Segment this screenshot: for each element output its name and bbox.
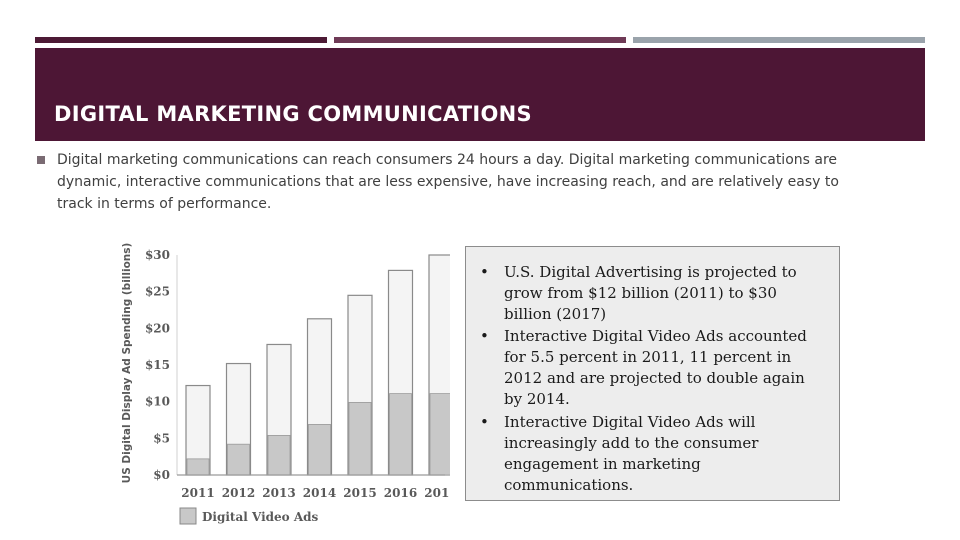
- video-ads-bar-2017: [429, 393, 450, 476]
- bullet-dot-icon: •: [480, 263, 489, 281]
- info-item-text: U.S. Digital Advertising is projected to…: [504, 263, 797, 323]
- ad-spending-bar-chart: $0 $5 $10 $15 $20 $25 $30 2011 2012 2013 2014 2015…: [121, 243, 450, 525]
- y-tick-label: $30: [145, 248, 170, 262]
- legend-label: Digital Video Ads: [202, 510, 319, 524]
- y-tick-label: $0: [153, 468, 170, 482]
- x-tick-label: 2011: [181, 486, 214, 500]
- slide-body-text: Digital marketing communications can rea…: [57, 152, 839, 212]
- x-tick-label: 2017: [424, 486, 450, 500]
- y-axis-title: US Digital Display Ad Spending (billions…: [121, 243, 133, 484]
- info-box: • U.S. Digital Advertising is projected …: [465, 246, 840, 501]
- video-ads-bar-2012: [227, 443, 250, 476]
- bullet-square-icon: [37, 156, 45, 164]
- accent-bar-3: [633, 37, 925, 43]
- bullet-dot-icon: •: [480, 327, 489, 345]
- x-tick-label: 2013: [262, 486, 295, 500]
- legend-swatch: [179, 507, 197, 525]
- info-item-2: • Interactive Digital Video Ads accounte…: [480, 326, 825, 410]
- info-item-3: • Interactive Digital Video Ads will inc…: [480, 412, 825, 496]
- video-ads-bar-2011: [186, 458, 210, 476]
- video-ads-bar-2016: [389, 393, 412, 476]
- y-tick-label: $15: [145, 358, 170, 372]
- info-item-1: • U.S. Digital Advertising is projected …: [480, 262, 825, 325]
- info-item-text: Interactive Digital Video Ads accounted …: [504, 327, 807, 408]
- y-tick-label: $5: [153, 431, 170, 445]
- bullet-dot-icon: •: [480, 413, 489, 431]
- video-ads-bar-2013: [267, 434, 291, 476]
- y-tick-labels-group: $0 $5 $10 $15 $20 $25 $30: [145, 248, 170, 482]
- info-item-text: Interactive Digital Video Ads will incre…: [504, 413, 759, 494]
- video-ads-bar-2015: [348, 401, 372, 476]
- chart-bars-group: [185, 254, 450, 476]
- x-tick-labels-group: 2011 2012 2013 2014 2015 2016 2017: [181, 486, 450, 500]
- y-tick-label: $25: [145, 285, 170, 299]
- x-tick-label: 2016: [384, 486, 417, 500]
- x-tick-label: 2015: [343, 486, 376, 500]
- y-tick-label: $20: [145, 321, 170, 335]
- title-band: DIGITAL MARKETING COMMUNICATIONS: [35, 48, 925, 141]
- slide-title: DIGITAL MARKETING COMMUNICATIONS: [54, 102, 532, 126]
- x-tick-label: 2014: [303, 486, 336, 500]
- accent-bar-1: [35, 37, 327, 43]
- y-tick-label: $10: [145, 395, 170, 409]
- x-tick-label: 2012: [222, 486, 255, 500]
- accent-bar-2: [334, 37, 626, 43]
- video-ads-bar-2014: [308, 423, 331, 476]
